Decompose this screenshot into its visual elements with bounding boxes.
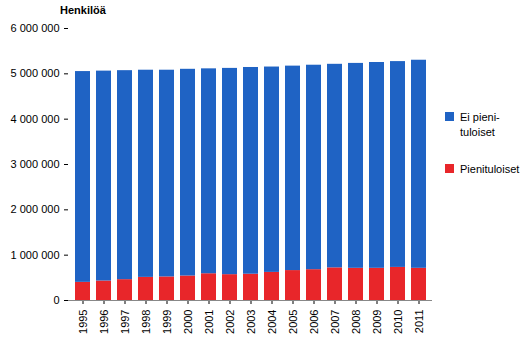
svg-text:2000: 2000: [182, 310, 194, 334]
svg-text:3 000 000: 3 000 000: [11, 158, 60, 170]
html-text:Ei pieni-: Ei pieni-: [460, 111, 500, 123]
svg-text:2 000 000: 2 000 000: [11, 203, 60, 215]
html-text:Pienituloiset: Pienituloiset: [460, 163, 520, 175]
svg-text:2008: 2008: [350, 310, 362, 334]
html-text:Henkilöä: Henkilöä: [60, 4, 106, 16]
svg-text:1997: 1997: [119, 310, 131, 334]
html-text:tuloiset: tuloiset: [460, 126, 495, 138]
svg-text:4 000 000: 4 000 000: [11, 113, 60, 125]
svg-text:2005: 2005: [287, 310, 299, 334]
svg-text:6 000 000: 6 000 000: [11, 22, 60, 34]
svg-text:2010: 2010: [392, 310, 404, 334]
svg-text:2001: 2001: [203, 310, 215, 334]
svg-text:1995: 1995: [77, 310, 89, 334]
svg-text:1998: 1998: [140, 310, 152, 334]
svg-text:2003: 2003: [245, 310, 257, 334]
svg-text:2009: 2009: [371, 310, 383, 334]
svg-text:5 000 000: 5 000 000: [11, 67, 60, 79]
svg-text:0: 0: [53, 294, 59, 306]
svg-text:2004: 2004: [266, 310, 278, 334]
svg-text:1996: 1996: [98, 310, 110, 334]
svg-text:2002: 2002: [224, 310, 236, 334]
svg-text:2011: 2011: [413, 310, 425, 334]
svg-text:2007: 2007: [329, 310, 341, 334]
svg-text:1 000 000: 1 000 000: [11, 249, 60, 261]
svg-text:1999: 1999: [161, 310, 173, 334]
svg-text:2006: 2006: [308, 310, 320, 334]
